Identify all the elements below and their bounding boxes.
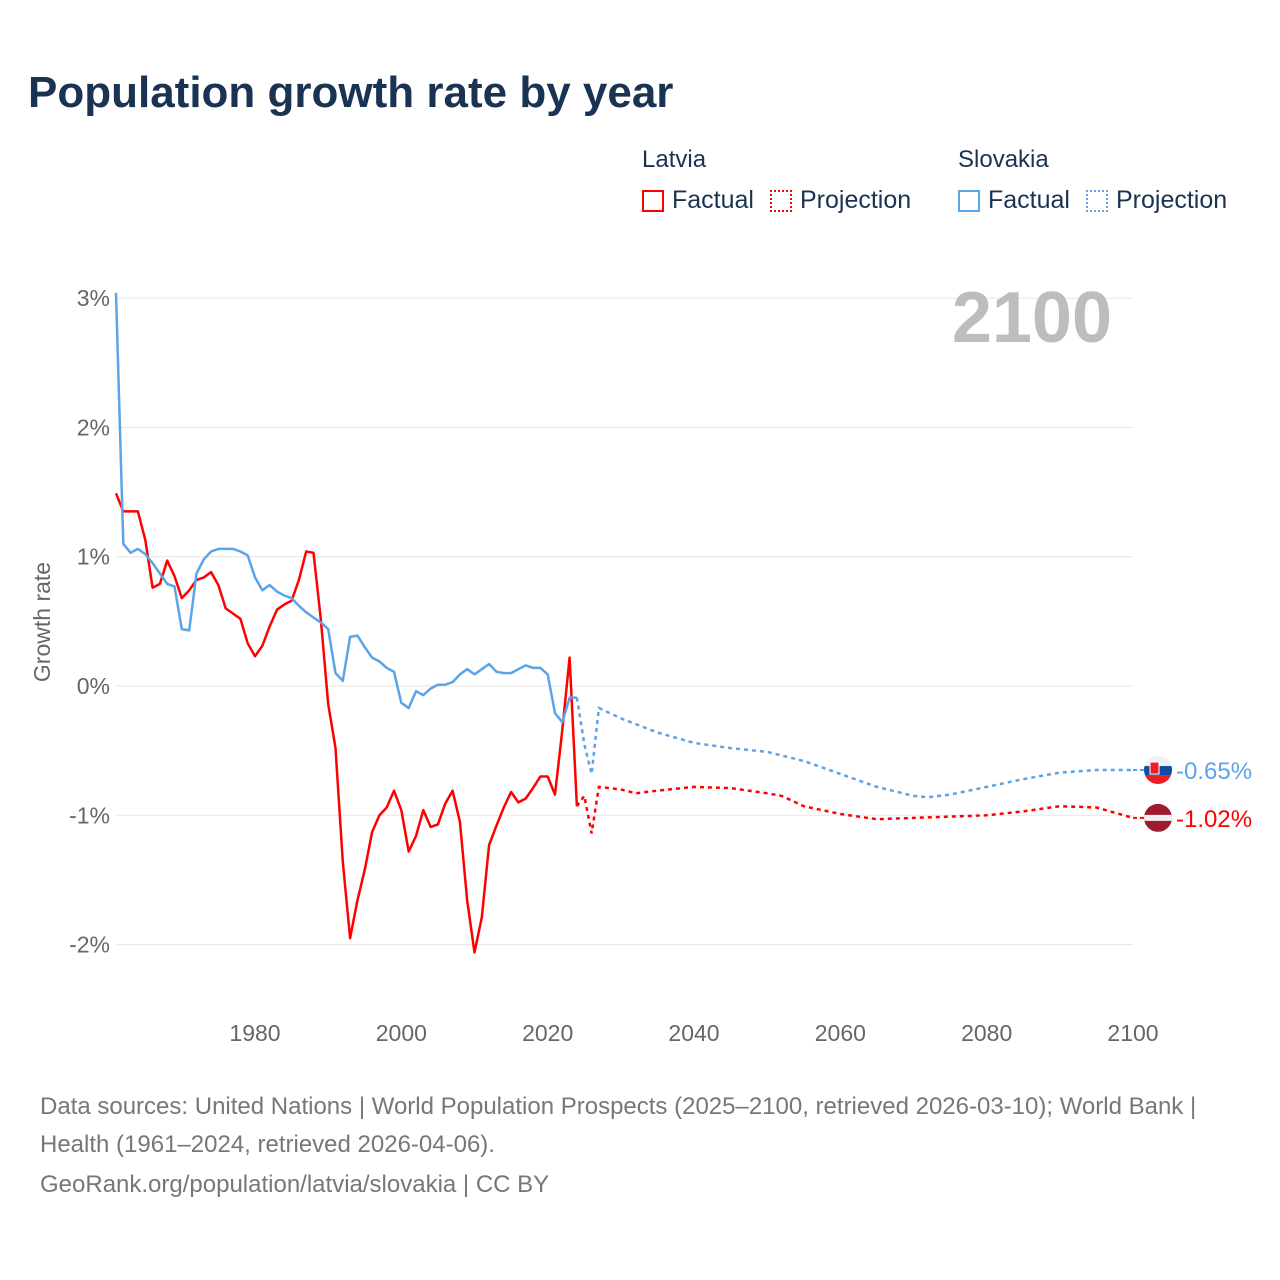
credit-link[interactable]: GeoRank.org/population/latvia/slovakia |…	[40, 1171, 550, 1198]
legend-slovakia-projection[interactable]: Projection	[1085, 186, 1228, 215]
legend-swatch-dotted	[1085, 189, 1108, 212]
legend-slovakia-factual[interactable]: Factual	[958, 186, 1070, 215]
legend-label: Projection	[799, 186, 912, 214]
y-axis-label: Growth rate	[29, 562, 55, 682]
legend-latvia: Factual Projection	[642, 186, 927, 215]
flag-body	[1144, 756, 1172, 785]
y-tick-label: -2%	[69, 932, 110, 958]
latvia-factual-line	[114, 492, 579, 954]
slovakia-factual-line	[114, 292, 577, 724]
x-tick-label: 2100	[1107, 1020, 1158, 1046]
flag-stripe	[1144, 775, 1172, 785]
page-title: Population growth rate by year	[28, 68, 674, 117]
legend-group-slovakia: Slovakia	[958, 146, 1049, 173]
legend-label: Projection	[1115, 186, 1228, 214]
x-tick-label: 1980	[229, 1020, 280, 1046]
footer: Data sources: United Nations | World Pop…	[40, 1088, 1240, 1204]
flag-body	[1144, 803, 1172, 832]
legend-latvia-factual[interactable]: Factual	[642, 186, 754, 215]
latvia-projection-line	[575, 785, 1134, 834]
legend-swatch-dotted	[769, 189, 792, 212]
x-tick-label: 2020	[522, 1020, 573, 1046]
x-tick-label: 2060	[815, 1020, 866, 1046]
flag-stripe	[1144, 756, 1172, 767]
x-tick-label: 2000	[376, 1020, 427, 1046]
flag-stripe	[1144, 814, 1172, 821]
legend-group-latvia: Latvia	[642, 146, 707, 173]
legend-slovakia: Factual Projection	[958, 186, 1243, 215]
legend-latvia-projection[interactable]: Projection	[769, 186, 912, 215]
y-tick-label: 3%	[77, 285, 110, 311]
y-tick-label: 2%	[77, 414, 110, 440]
data-sources: Data sources: United Nations | World Pop…	[40, 1093, 1197, 1158]
latvia-end-value-label: -1.02%	[1176, 806, 1252, 833]
slovakia-projection-line	[575, 697, 1133, 799]
latvia-flag-icon	[1144, 803, 1172, 832]
y-tick-label: -1%	[69, 802, 110, 828]
slovakia-flag-icon	[1144, 756, 1172, 785]
flag-coat-of-arms	[1149, 761, 1160, 775]
y-tick-label: 1%	[77, 544, 110, 570]
line-chart: 3% 2% 1% 0% -1% -2% 1980 2000 2020 2040 2060 2080 21…	[29, 278, 1252, 1046]
year-indicator: 2100	[952, 278, 1112, 358]
legend-label: Factual	[672, 186, 754, 214]
x-tick-label: 2080	[961, 1020, 1012, 1046]
y-tick-label: 0%	[77, 673, 110, 699]
legend-swatch-solid	[642, 189, 664, 212]
legend-swatch-solid	[958, 189, 980, 212]
x-tick-label: 2040	[668, 1020, 719, 1046]
legend-label: Factual	[988, 186, 1070, 214]
slovakia-end-value-label: -0.65%	[1176, 758, 1252, 785]
